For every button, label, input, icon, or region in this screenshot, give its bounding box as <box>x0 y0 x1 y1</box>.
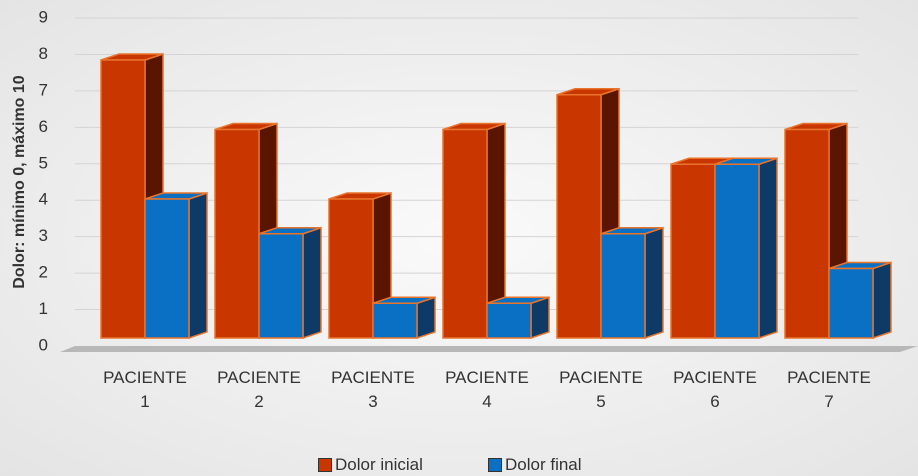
x-tick-label: PACIENTE 6 <box>673 368 757 411</box>
bar <box>442 128 488 339</box>
x-tick-label: PACIENTE 3 <box>331 368 415 411</box>
y-tick-label: 9 <box>39 7 48 26</box>
y-tick-label: 2 <box>39 263 48 282</box>
y-tick-label: 8 <box>39 44 48 63</box>
bar <box>828 267 874 339</box>
x-tick-label: PACIENTE 5 <box>559 368 643 411</box>
y-axis-title: Dolor: mínimo 0, máximo 10 <box>11 75 28 288</box>
bar-side <box>644 226 664 340</box>
x-tick-label: PACIENTE 4 <box>445 368 529 411</box>
bar <box>486 302 532 339</box>
y-tick-label: 5 <box>39 153 48 172</box>
legend-swatch <box>488 458 502 472</box>
y-tick-label: 7 <box>39 80 48 99</box>
y-tick-label: 1 <box>39 299 48 318</box>
floor <box>60 346 918 352</box>
bar <box>784 128 830 339</box>
legend-label: Dolor inicial <box>335 455 423 474</box>
bar <box>556 94 602 339</box>
x-tick-label: PACIENTE 2 <box>217 368 301 411</box>
y-tick-label: 3 <box>39 226 48 245</box>
bar <box>714 163 760 339</box>
x-tick-label: PACIENTE 7 <box>787 368 871 411</box>
bar <box>670 163 716 339</box>
bar <box>372 302 418 339</box>
bar <box>328 198 374 339</box>
bar-side <box>302 226 322 340</box>
bar-side <box>530 296 550 340</box>
legend-swatch <box>318 458 332 472</box>
bar <box>600 233 646 339</box>
bar-side <box>416 296 436 340</box>
legend-label: Dolor final <box>505 455 582 474</box>
bar-side <box>758 157 778 340</box>
bar <box>100 59 146 339</box>
legend-item: Dolor final <box>488 455 582 475</box>
bar <box>144 198 190 339</box>
bar <box>258 233 304 339</box>
bar-side <box>188 191 208 340</box>
x-tick-label: PACIENTE 1 <box>103 368 187 411</box>
y-tick-label: 6 <box>39 117 48 136</box>
y-tick-label: 4 <box>39 190 48 209</box>
bar-side <box>872 261 892 340</box>
y-tick-label: 0 <box>39 335 48 354</box>
legend-item: Dolor inicial <box>318 455 423 475</box>
bar <box>214 128 260 339</box>
